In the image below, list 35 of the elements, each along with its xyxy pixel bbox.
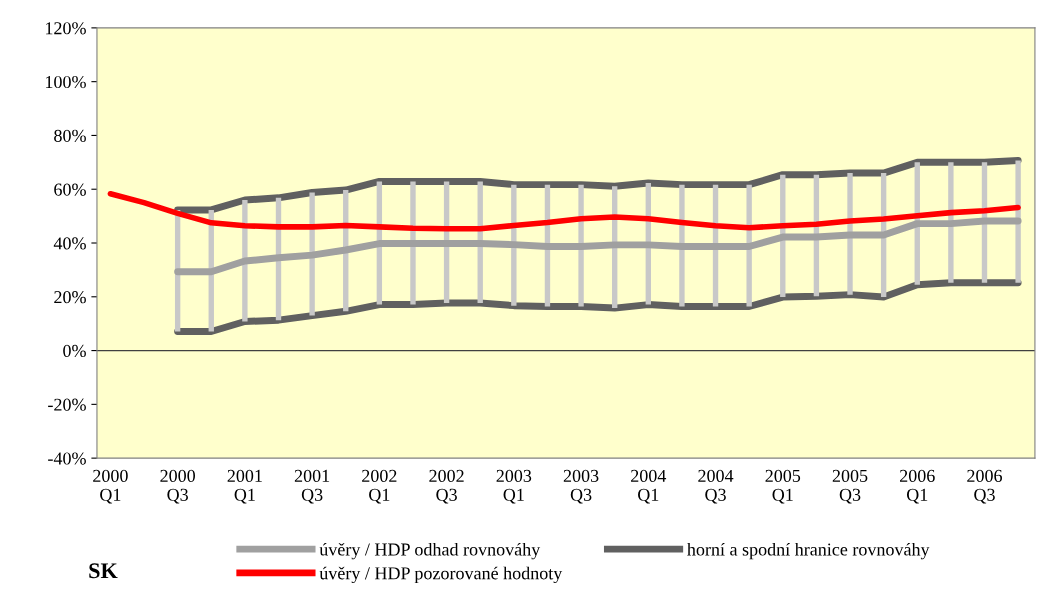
x-tick-label: 2003 Q1	[496, 469, 532, 504]
y-tick-label: 120%	[46, 22, 86, 35]
y-tick-label: 20%	[54, 291, 86, 304]
x-tick-label: 2001 Q3	[294, 469, 330, 504]
y-tick-label: -40%	[48, 452, 86, 465]
x-tick-label: 2006 Q1	[900, 469, 935, 504]
bar	[679, 184, 685, 307]
x-tick-label: 2004 Q3	[698, 469, 734, 504]
bar	[1015, 160, 1021, 283]
bar	[746, 184, 752, 307]
y-tick-label: 40%	[53, 237, 86, 250]
bar	[242, 199, 248, 322]
bar	[511, 184, 517, 306]
bar	[578, 184, 584, 307]
y-tick-label: 0%	[63, 344, 86, 358]
y-tick-label: -20%	[48, 398, 86, 411]
y-tick-label: 100%	[46, 75, 86, 89]
y-tick-label: 60%	[54, 183, 86, 196]
x-tick-label: 2003 Q3	[563, 469, 599, 504]
x-tick-label: 2002 Q1	[362, 469, 397, 504]
legend-label: horní a spodní hranice rovnováhy	[687, 542, 930, 560]
bar	[948, 162, 954, 283]
x-tick-label: 2002 Q3	[429, 469, 464, 504]
x-tick-label: 2000 Q3	[160, 469, 196, 504]
x-tick-label: 2005 Q3	[832, 469, 868, 504]
x-tick-label: 2006 Q3	[967, 469, 1003, 504]
x-tick-label: 2000 Q1	[93, 469, 128, 504]
x-tick-label: 2004 Q1	[631, 469, 667, 504]
legend-label: úvěry / HDP pozorované hodnoty	[319, 566, 563, 584]
y-tick-label: 80%	[54, 129, 86, 142]
legend-label: úvěry / HDP odhad rovnováhy	[319, 542, 541, 560]
bar	[410, 181, 416, 305]
text: SK	[89, 563, 118, 579]
x-tick-label: 2005 Q1	[765, 469, 801, 504]
x-tick-label: 2001 Q1	[227, 469, 262, 504]
